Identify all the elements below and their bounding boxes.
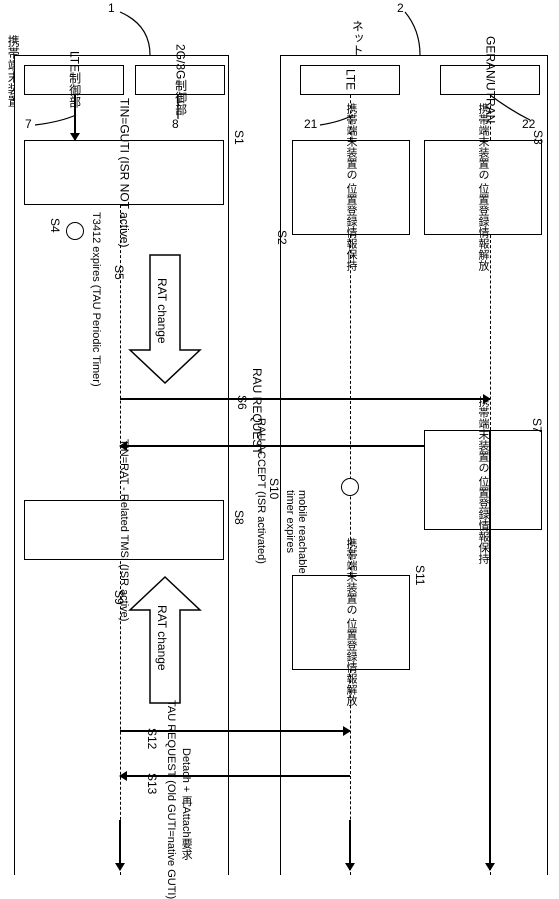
ref-s6: S6: [235, 395, 248, 410]
lifeline-lte: [350, 235, 351, 575]
s11-box: 携帯端末装置の 位置登録情報解放: [292, 575, 410, 670]
ref-s4: S4: [48, 218, 61, 233]
ref-s1: S1: [232, 130, 245, 145]
ref-1: 1: [108, 2, 115, 15]
ue-cont: [119, 820, 121, 870]
lte-cont: [349, 820, 351, 870]
s7-box-label: 携帯端末装置の 位置登録情報保持: [477, 396, 489, 564]
lte-ctrl-box: LTE制御部: [24, 65, 124, 95]
ref-s10: S10: [267, 478, 280, 499]
s3-label: 携帯端末装置の 位置登録情報解放: [477, 103, 489, 271]
s12-label: TAU REQUEST (Old GUTI=native GUTI): [165, 700, 177, 899]
ref-s8: S8: [232, 510, 245, 525]
s2-box: 携帯端末装置の 位置登録情報保持: [292, 140, 410, 235]
s13-label: Detach + 再Attach要求: [180, 748, 192, 860]
lifeline-geran-top: [490, 95, 491, 140]
ref-7: 7: [25, 118, 32, 131]
s7-msg-label: RAU ACCEPT (ISR activated): [255, 418, 267, 564]
s1-label: TIN=GUTI (ISR NOT active): [117, 98, 130, 247]
s4-event: [66, 222, 84, 240]
lte-label: LTE: [343, 69, 356, 90]
s6-arrow: [120, 398, 490, 400]
ref-s11: S11: [413, 565, 426, 585]
geran-cont: [489, 430, 491, 870]
s7-box: 携帯端末装置の 位置登録情報保持: [424, 430, 542, 530]
ref-s5: S5: [112, 265, 125, 280]
ref-s3: S3: [531, 130, 544, 145]
ref-s7: S7: [530, 418, 543, 433]
sequence-diagram: 携帯端末装置 ネットワーク LTE制御部 2G/3G制御部 LTE GERAN/…: [0, 0, 559, 882]
geran-box: GERAN/UTRAN: [440, 65, 540, 95]
s3-box: 携帯端末装置の 位置登録情報解放: [424, 140, 542, 235]
s8-box: TIN=RAT - Related TMSI (ISR active): [24, 500, 224, 560]
s10-event: [341, 478, 359, 496]
s5-label: RAT change: [155, 278, 168, 344]
g23-ctrl-box: 2G/3G制御部: [135, 65, 225, 95]
ref-s9: S9: [112, 590, 125, 605]
lte-box: LTE: [300, 65, 400, 95]
g23-ctrl-label: 2G/3G制御部: [173, 44, 186, 115]
s4-label: T3412 expires (TAU Periodic Timer): [90, 212, 102, 387]
ref-8: 8: [172, 118, 179, 131]
ref-s12: S12: [145, 728, 158, 749]
ref-s13: S13: [145, 773, 158, 794]
ref-2: 2: [397, 2, 404, 15]
s11-label: 携帯端末装置の 位置登録情報解放: [345, 538, 357, 706]
s9-label: RAT change: [155, 605, 168, 671]
s10-label: mobile reachable timer expires: [284, 490, 308, 574]
arrow-into-s1: [74, 95, 76, 140]
ref-s2: S2: [275, 230, 288, 245]
s1-box: TIN=GUTI (ISR NOT active): [24, 140, 224, 205]
s2-label: 携帯端末装置の 位置登録情報保持: [345, 103, 357, 271]
ref-21: 21: [304, 118, 317, 131]
